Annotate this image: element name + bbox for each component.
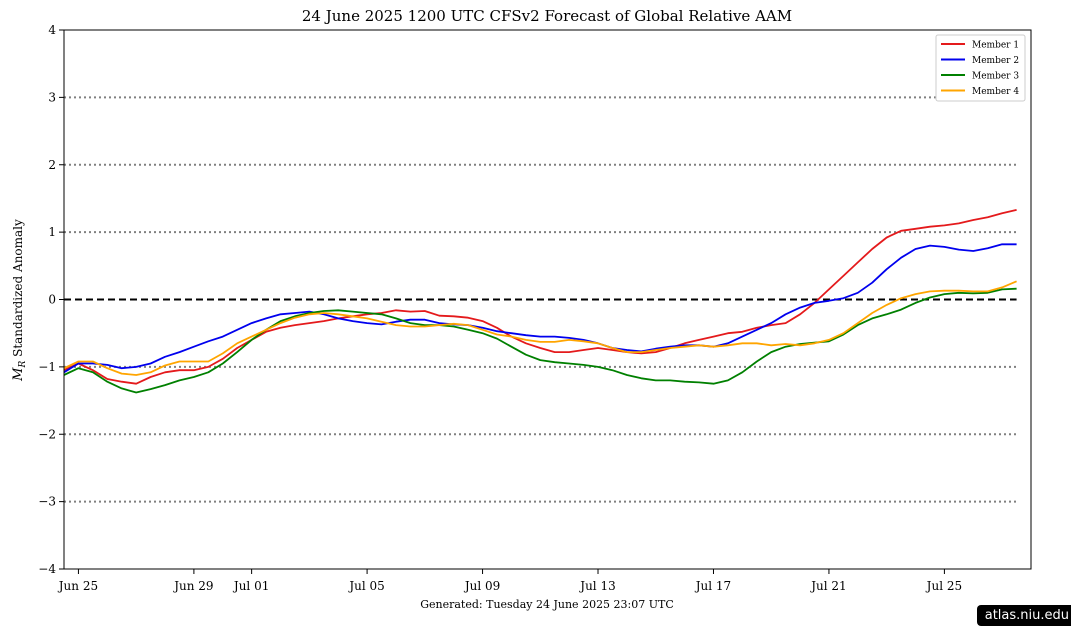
series-layer	[63, 209, 1017, 394]
series-line	[63, 209, 1017, 385]
y-tick-label: 1	[48, 225, 56, 239]
series-line	[63, 280, 1017, 376]
legend-label: Member 1	[972, 41, 1019, 51]
y-tick-label: 2	[48, 158, 56, 172]
x-tick-label: Jul 05	[347, 579, 384, 593]
x-tick-label: Jul 25	[925, 579, 962, 593]
legend-label: Member 2	[972, 56, 1019, 66]
y-tick-label: −3	[38, 495, 56, 509]
x-tick-label: Jul 13	[578, 579, 615, 593]
series-line	[63, 243, 1017, 374]
y-tick-label: 0	[48, 293, 56, 307]
legend-box	[935, 34, 1026, 102]
x-tick-label: Jul 01	[232, 579, 269, 593]
y-axis-label-subscript: R	[18, 361, 28, 369]
x-tick-label: Jul 09	[463, 579, 500, 593]
x-tick-label: Jul 21	[809, 579, 846, 593]
reference-lines	[64, 96, 1017, 503]
legend-label: Member 4	[972, 87, 1019, 97]
x-tick-label: Jun 25	[57, 579, 98, 593]
y-tick-label: 3	[48, 90, 56, 104]
legend-label: Member 3	[972, 72, 1019, 82]
x-tick-label: Jul 17	[694, 579, 731, 593]
legend: Member 1 Member 2 Member 3 Member 4	[935, 34, 1026, 102]
y-axis-label: MR Standardized Anomaly	[11, 219, 28, 382]
y-tick-label: −4	[38, 562, 56, 576]
y-tick-label: −1	[38, 360, 56, 374]
y-tick-label: −2	[38, 427, 56, 441]
footer-generated: Generated: Tuesday 24 June 2025 23:07 UT…	[420, 598, 674, 611]
y-axis: −4 −3 −2 −1 0 1 2 3 4	[38, 23, 64, 576]
y-axis-label-symbol: M	[11, 367, 26, 382]
series-line	[63, 287, 1017, 394]
y-axis-label-text: Standardized Anomaly	[11, 219, 25, 361]
chart-title: 24 June 2025 1200 UTC CFSv2 Forecast of …	[302, 7, 792, 25]
watermark-badge: atlas.niu.edu	[976, 605, 1071, 626]
y-tick-label: 4	[48, 23, 56, 37]
x-tick-label: Jun 29	[172, 579, 213, 593]
x-axis: Jun 25 Jun 29 Jul 01 Jul 05 Jul 09 Jul 13 Jul …	[57, 569, 962, 593]
